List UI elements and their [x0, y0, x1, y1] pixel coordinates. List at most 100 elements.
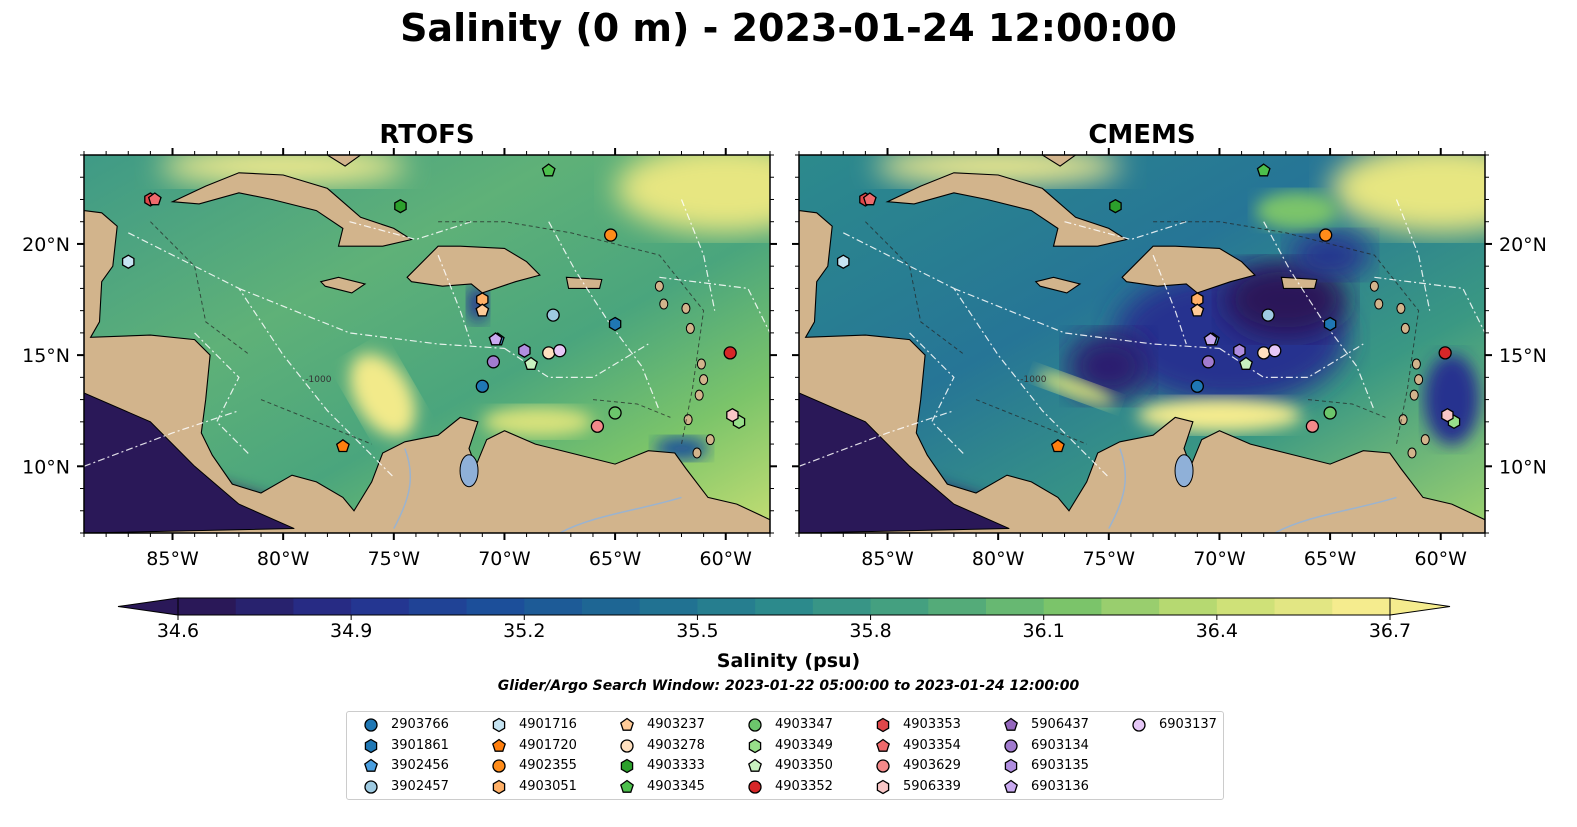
lon-tick-label: 85°W — [861, 548, 914, 570]
colorbar-bin — [178, 598, 237, 615]
lat-tick-label: 10°N — [22, 456, 70, 478]
legend-marker — [876, 759, 890, 773]
colorbar-bin — [235, 598, 295, 615]
small-island — [1374, 298, 1384, 310]
colorbar-bin — [1216, 598, 1276, 615]
colorbar-bin — [524, 598, 583, 615]
legend-item: 4903347 — [745, 716, 865, 734]
legend-item: 4903353 — [873, 716, 993, 734]
colorbar-bin — [1043, 598, 1103, 615]
land — [84, 155, 770, 533]
colorbar-bin — [582, 598, 641, 615]
legend-marker — [748, 718, 762, 732]
float-4903354 — [862, 192, 877, 206]
small-island — [699, 374, 709, 386]
circle-marker-icon — [492, 759, 506, 773]
small-island — [1369, 280, 1379, 292]
colorbar-extend-low — [117, 597, 179, 616]
float-4903333 — [394, 198, 407, 214]
legend-label: 4903278 — [647, 737, 705, 753]
lon-tick-label: 80°W — [257, 548, 310, 570]
legend-item: 4903237 — [617, 716, 737, 734]
small-island — [692, 447, 702, 459]
colorbar-bin — [1159, 598, 1218, 615]
float-3902457 — [546, 308, 560, 322]
pentagon-marker-icon — [620, 717, 634, 731]
legend-marker — [748, 738, 762, 753]
legend-label: 4903237 — [647, 717, 705, 732]
colorbar-bin — [1274, 598, 1333, 615]
legend-marker — [748, 779, 762, 794]
legend-marker — [1004, 717, 1018, 731]
legend-label: 3902457 — [391, 778, 449, 794]
lat-tick-label: 15°N — [1499, 345, 1547, 367]
lat-tick-label: 15°N — [22, 345, 70, 367]
colorbar-bin — [870, 598, 929, 615]
isobath-label: -1000 — [1020, 375, 1046, 385]
legend-item: 4903350 — [745, 757, 865, 775]
legend-marker — [1132, 718, 1146, 732]
float-4902355 — [1319, 228, 1333, 242]
panel-title-rtofs: RTOFS — [379, 120, 475, 150]
colorbar-bin — [1101, 598, 1160, 615]
isobaths — [865, 221, 1420, 445]
colorbar-tick-label: 36.4 — [1195, 620, 1238, 642]
search-window-text: Glider/Argo Search Window: 2023-01-22 05… — [497, 678, 1080, 694]
float-6903135 — [1233, 343, 1246, 358]
legend-marker — [876, 738, 890, 752]
legend-label: 6903135 — [1031, 758, 1089, 773]
map-panels: -1000 85°W 80°W 75°W 70°W 65°W 60°W 10°N 15°N 20°… — [22, 148, 1547, 570]
colorbar-frame — [177, 597, 1391, 616]
colorbar-bin — [1332, 598, 1391, 615]
pacific-ocean — [84, 392, 295, 533]
legend-label: 4903353 — [903, 717, 961, 732]
circle-marker-icon — [1004, 738, 1018, 753]
float-6903136 — [1203, 332, 1218, 346]
small-island — [694, 389, 704, 401]
puerto-rico — [565, 276, 603, 289]
legend-label: 4902355 — [519, 758, 577, 773]
float-2903766 — [1190, 379, 1204, 393]
colorbar-tick-label: 35.2 — [503, 620, 546, 642]
colorbar-bin — [351, 598, 410, 615]
hexagon-marker-icon — [876, 779, 890, 794]
lon-tick-label: 60°W — [700, 548, 753, 570]
legend-label: 3901861 — [391, 737, 449, 753]
float-4903354 — [147, 192, 162, 206]
small-island — [1396, 302, 1406, 314]
map-rtofs: -1000 85°W 80°W 75°W 70°W 65°W 60°W 10°N 15°N 20°… — [22, 148, 777, 570]
legend-label: 4901720 — [519, 737, 577, 753]
float-4903333 — [1109, 198, 1122, 214]
legend-label: 4903345 — [647, 778, 705, 794]
legend-item: 4903278 — [617, 737, 737, 755]
float-5906339 — [726, 407, 739, 423]
legend-item: 4903629 — [873, 757, 993, 775]
float-6903136 — [488, 332, 503, 346]
hispaniola — [1121, 245, 1256, 294]
legend-label: 4903333 — [647, 758, 705, 773]
float-4901720 — [1050, 438, 1065, 453]
float-4903237 — [1190, 303, 1205, 317]
float-6903134 — [1201, 355, 1216, 369]
lon-tick-label: 85°W — [146, 548, 199, 570]
legend-marker — [1004, 738, 1018, 753]
map-cmems: -1000 85°W 80°W 75°W 70°W 65°W 60°W 10°N 15°N 20°… — [792, 148, 1547, 570]
legend-item: 6903135 — [1001, 757, 1121, 775]
small-island — [1409, 389, 1419, 401]
colorbar — [0, 590, 1577, 650]
colorbar-bin — [293, 598, 352, 615]
pentagon-marker-icon — [364, 758, 378, 772]
float-4901720 — [335, 438, 350, 453]
hispaniola — [406, 245, 541, 294]
small-island — [696, 358, 706, 370]
legend-marker — [620, 717, 634, 731]
colorbar-tick-label: 36.7 — [1368, 620, 1412, 642]
float-markers — [121, 163, 746, 453]
isobaths — [150, 221, 705, 445]
legend-marker — [876, 717, 890, 733]
isobath-label: -1000 — [305, 375, 331, 385]
lon-tick-label: 75°W — [1083, 548, 1136, 570]
legend-label: 4901716 — [519, 717, 577, 732]
float-2903766 — [475, 379, 489, 393]
colorbar-bin — [408, 598, 468, 615]
